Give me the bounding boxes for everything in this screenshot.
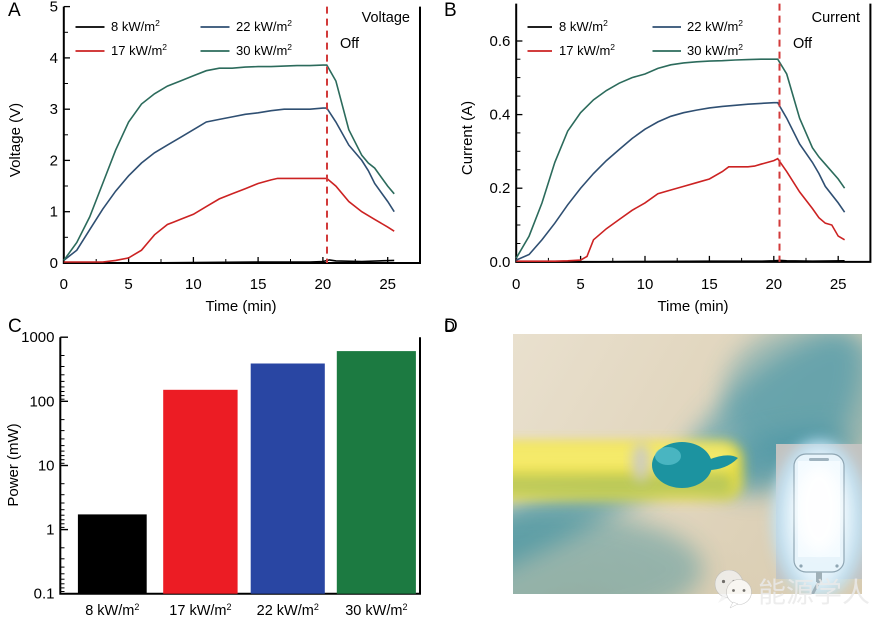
svg-text:能源学人: 能源学人 [758, 577, 870, 608]
svg-text:8 kW/m2: 8 kW/m2 [559, 18, 608, 34]
svg-text:17 kW/m2: 17 kW/m2 [111, 42, 167, 58]
svg-text:0.4: 0.4 [490, 107, 511, 124]
svg-text:15: 15 [701, 276, 718, 293]
svg-text:22 kW/m2: 22 kW/m2 [236, 18, 292, 34]
svg-text:25: 25 [830, 276, 847, 293]
svg-text:4: 4 [50, 50, 58, 67]
svg-text:0: 0 [512, 276, 520, 293]
svg-text:Current (A): Current (A) [459, 101, 476, 175]
svg-text:1: 1 [46, 522, 54, 539]
svg-text:2: 2 [50, 152, 58, 169]
svg-text:20: 20 [315, 276, 332, 293]
svg-text:1: 1 [50, 204, 58, 221]
svg-text:5: 5 [50, 0, 58, 16]
svg-text:0.6: 0.6 [490, 33, 511, 50]
svg-text:0: 0 [60, 276, 68, 293]
svg-text:Voltage (V): Voltage (V) [7, 103, 24, 177]
svg-text:8 kW/m2: 8 kW/m2 [111, 18, 160, 34]
svg-text:25: 25 [379, 276, 396, 293]
svg-text:Voltage: Voltage [362, 10, 410, 26]
svg-text:30 kW/m2: 30 kW/m2 [687, 42, 743, 58]
svg-text:5: 5 [124, 276, 132, 293]
svg-text:0: 0 [50, 255, 58, 272]
svg-text:10: 10 [637, 276, 654, 293]
svg-text:100: 100 [29, 393, 54, 410]
svg-text:Off: Off [340, 36, 360, 52]
svg-text:10: 10 [185, 276, 202, 293]
svg-text:Time (min): Time (min) [205, 298, 276, 314]
svg-text:30 kW/m2: 30 kW/m2 [345, 602, 407, 619]
svg-text:3: 3 [50, 101, 58, 118]
svg-text:Current: Current [812, 10, 860, 26]
svg-text:5: 5 [576, 276, 584, 293]
svg-text:1000: 1000 [21, 329, 54, 346]
svg-text:0.2: 0.2 [490, 180, 511, 197]
svg-text:22 kW/m2: 22 kW/m2 [687, 18, 743, 34]
svg-text:Time (min): Time (min) [657, 298, 728, 314]
svg-text:8 kW/m2: 8 kW/m2 [85, 602, 139, 619]
svg-text:10: 10 [38, 458, 55, 475]
svg-text:Off: Off [793, 36, 813, 52]
svg-text:0.1: 0.1 [34, 586, 55, 603]
svg-text:15: 15 [250, 276, 267, 293]
svg-text:Power (mW): Power (mW) [5, 423, 22, 506]
svg-text:17 kW/m2: 17 kW/m2 [169, 602, 231, 619]
svg-text:30 kW/m2: 30 kW/m2 [236, 42, 292, 58]
svg-text:17 kW/m2: 17 kW/m2 [559, 42, 615, 58]
svg-text:0.0: 0.0 [490, 254, 511, 271]
svg-text:22 kW/m2: 22 kW/m2 [257, 602, 319, 619]
svg-text:20: 20 [765, 276, 782, 293]
